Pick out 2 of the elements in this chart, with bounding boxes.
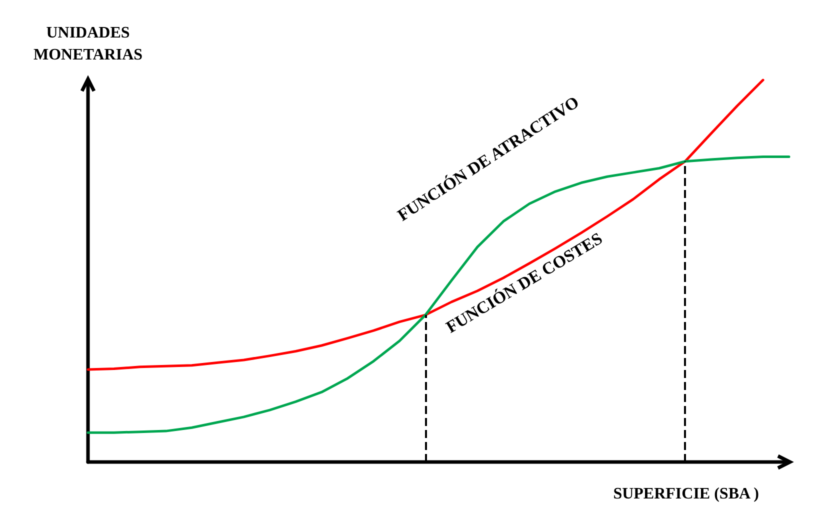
x-axis-title: SUPERFICIE (SBA ): [613, 486, 759, 502]
y-axis-title: UNIDADES MONETARIAS: [33, 24, 143, 64]
